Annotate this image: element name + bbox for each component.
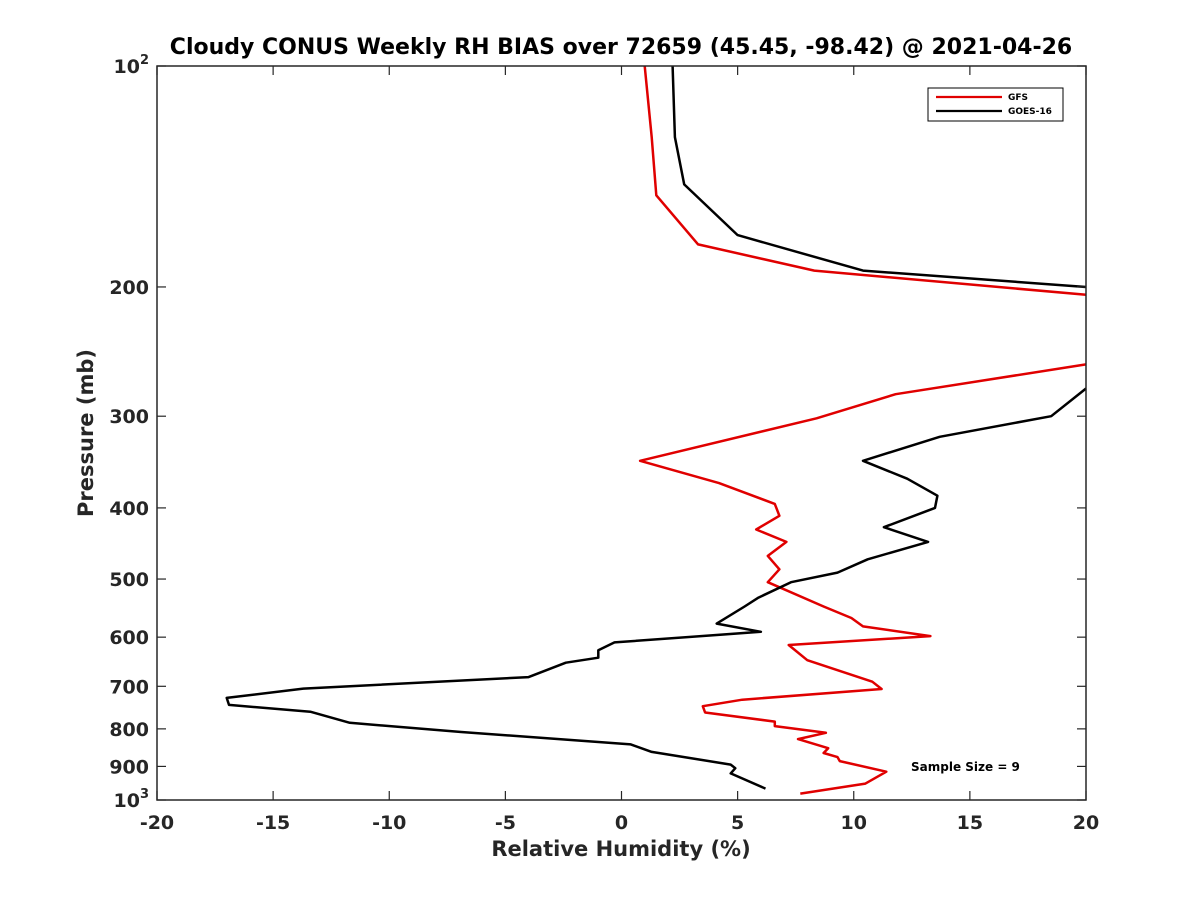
x-tick-label: 5 xyxy=(731,812,744,834)
y-axis-label: Pressure (mb) xyxy=(74,349,98,517)
x-tick-label: 15 xyxy=(957,812,983,834)
legend-label-gfs: GFS xyxy=(1008,93,1028,103)
x-tick-label: -15 xyxy=(256,812,290,834)
legend-label-goes16: GOES-16 xyxy=(1008,107,1052,117)
chart-title: Cloudy CONUS Weekly RH BIAS over 72659 (… xyxy=(170,35,1072,60)
x-tick-label: 20 xyxy=(1073,812,1099,834)
series-line-gfs-segment-1 xyxy=(643,65,1087,297)
plot-area xyxy=(225,65,1087,795)
legend-box xyxy=(927,87,1064,122)
y-tick-label: 400 xyxy=(109,498,149,520)
y-tick-label: 500 xyxy=(109,569,149,591)
legend: GFS GOES-16 xyxy=(927,87,1064,122)
sample-size-annotation: Sample Size = 9 xyxy=(911,760,1020,774)
x-tick-label: -10 xyxy=(372,812,406,834)
series-line-gfs-segment-2 xyxy=(638,363,1087,795)
y-tick-label: 800 xyxy=(109,719,149,741)
x-axis-label: Relative Humidity (%) xyxy=(491,837,750,861)
series-line-goes16-segment-1 xyxy=(671,65,1087,289)
y-tick-label: 900 xyxy=(109,756,149,778)
series-line-goes16-segment-2 xyxy=(225,387,1087,790)
y-tick-label: 600 xyxy=(109,627,149,649)
x-tick-label: 0 xyxy=(615,812,628,834)
x-tick-label: 10 xyxy=(841,812,867,834)
x-tick-label: -20 xyxy=(140,812,174,834)
y-tick-label: 200 xyxy=(109,277,149,299)
y-tick-label: 103 xyxy=(114,787,150,812)
x-tick-label: -5 xyxy=(495,812,516,834)
y-tick-label: 102 xyxy=(114,53,150,78)
axis-tick-labels: -20 -15 -10 -5 0 5 10 15 20 102 200 300 400 500 600 700… xyxy=(109,53,1099,834)
axis-ticks xyxy=(156,65,1087,801)
y-tick-label: 700 xyxy=(109,676,149,698)
y-tick-label: 300 xyxy=(109,406,149,428)
